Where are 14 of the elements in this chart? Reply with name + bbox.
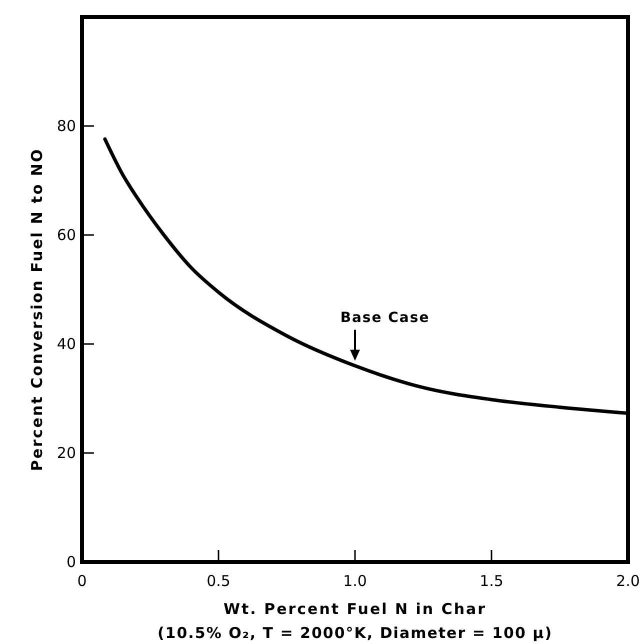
text: (10.5% O₂, T = 2000°K, Diameter = 100 μ) [157,624,553,642]
annotation: Base Case [340,310,430,326]
x-axis-title: Wt. Percent Fuel N in Char [223,600,487,618]
y-tick-label: 0 [66,553,76,571]
x-tick-label: 0 [77,572,87,590]
y-tick-label: 80 [56,117,76,135]
y-tick-label: 40 [56,335,76,353]
y-axis-title: Percent Conversion Fuel N to NO [28,148,46,472]
x-tick-label: 1.0 [343,572,367,590]
x-tick-label: 1.5 [480,572,504,590]
x-tick-label: 0.5 [206,572,230,590]
x-tick-label: 2.0 [616,572,640,590]
y-tick-label: 20 [56,444,76,462]
y-tick-label: 60 [56,226,76,244]
